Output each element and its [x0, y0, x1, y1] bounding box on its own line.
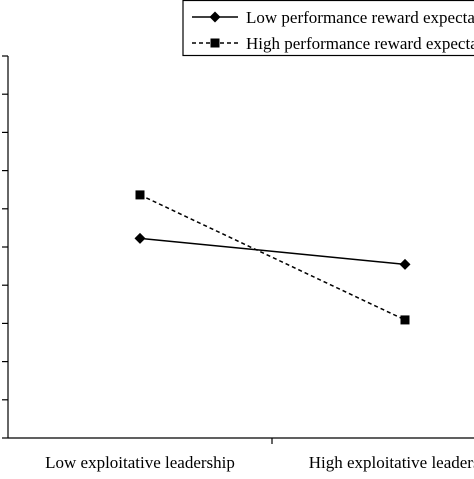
legend-item: Low performance reward expectancy	[192, 8, 474, 27]
legend-box	[182, 0, 474, 57]
series-1	[134, 232, 411, 270]
x-tick-label: High exploitative leadership	[309, 453, 474, 472]
point-marker-diamond	[134, 232, 146, 244]
point-marker-diamond	[209, 11, 221, 23]
legend-item: High performance reward expectancy	[192, 34, 474, 53]
series-layer	[134, 190, 411, 325]
series-line	[139, 237, 406, 266]
point-marker-square	[210, 38, 220, 48]
axes: Low exploitative leadership High exploita…	[2, 55, 474, 472]
series-2	[135, 190, 410, 325]
x-tick-label: Low exploitative leadership	[45, 453, 235, 472]
legend-label: Low performance reward expectancy	[246, 8, 474, 27]
legend-label: High performance reward expectancy	[246, 34, 474, 53]
legend: Low performance reward expectancy High pe…	[182, 0, 474, 57]
series-line	[139, 194, 406, 321]
point-marker-square	[400, 315, 410, 325]
point-marker-diamond	[399, 258, 411, 270]
point-marker-square	[135, 190, 145, 200]
